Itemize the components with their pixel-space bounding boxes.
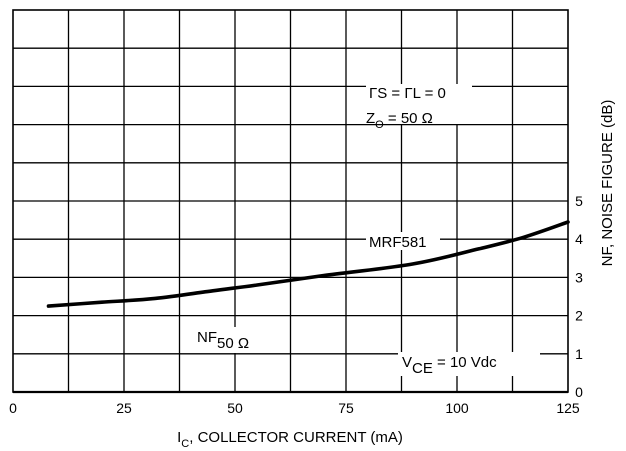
annotation-gamma: ΓS = ΓL = 0 — [369, 85, 446, 102]
grid — [13, 10, 568, 392]
annotation-nf50: NF50 Ω — [197, 329, 249, 352]
x-tick-label: 100 — [445, 400, 469, 416]
x-tick-label: 75 — [338, 400, 354, 416]
plot-frame — [12, 9, 569, 394]
series-layer — [46, 220, 570, 308]
annotation-bg-nf50 — [194, 327, 268, 353]
y-tick-label: 0 — [575, 384, 583, 400]
x-tick-label: 125 — [556, 400, 580, 416]
annotation-z0: ZO = 50 Ω — [366, 110, 433, 131]
y-tick-label: 3 — [575, 269, 583, 285]
series-line-mrf581 — [46, 220, 570, 308]
y-axis-ticks: 0 1 2 3 4 5 — [575, 193, 583, 400]
x-tick-label: 50 — [227, 400, 243, 416]
annotation-bg-vce — [398, 352, 540, 376]
y-tick-label: 1 — [575, 346, 583, 362]
x-tick-label: 0 — [9, 400, 17, 416]
y-tick-label: 5 — [575, 193, 583, 209]
x-tick-label: 25 — [116, 400, 132, 416]
annotation-vce: VCE = 10 Vdc — [402, 354, 497, 377]
x-axis-ticks: 0 25 50 75 100 125 — [9, 400, 580, 416]
y-tick-label: 2 — [575, 308, 583, 324]
annotation-bg-conditions — [366, 84, 472, 124]
y-axis-title: NF, NOISE FIGURE (dB) — [599, 100, 616, 267]
y-tick-label: 4 — [575, 231, 583, 247]
series-label-bg — [366, 232, 440, 250]
series-label-mrf581: MRF581 — [369, 234, 427, 251]
x-axis-title: IC, COLLECTOR CURRENT (mA) — [177, 429, 403, 450]
